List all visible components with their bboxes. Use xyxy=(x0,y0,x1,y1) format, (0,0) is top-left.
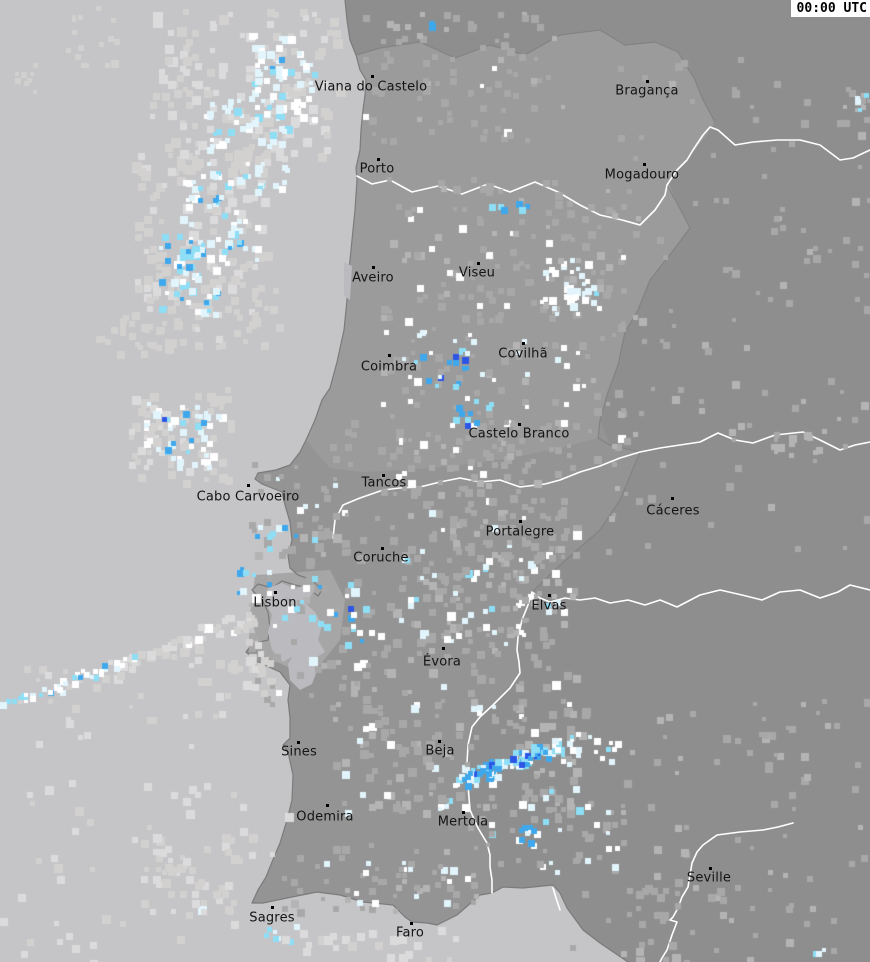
city-label: Cabo Carvoeiro xyxy=(196,489,300,505)
city-label: Viseu xyxy=(458,265,496,281)
city-label: Bragança xyxy=(615,83,679,99)
city-dot-icon xyxy=(442,647,445,650)
city-label: Beja xyxy=(425,743,455,759)
city-dot-icon xyxy=(462,811,465,814)
city-dot-icon xyxy=(388,354,391,357)
city-label: Odemira xyxy=(296,809,354,825)
city-dot-icon xyxy=(519,520,522,523)
city-dot-icon xyxy=(297,741,300,744)
city-label: Aveiro xyxy=(352,270,394,286)
city-label: Évora xyxy=(422,654,462,670)
city-label: Elvas xyxy=(531,598,567,614)
city-dot-icon xyxy=(522,342,525,345)
city-label: Faro xyxy=(395,925,425,941)
city-label: Coruche xyxy=(353,550,409,566)
city-label: Porto xyxy=(359,161,395,177)
timestamp-badge: 00:00 UTC xyxy=(790,0,870,17)
city-dot-icon xyxy=(371,75,374,78)
city-label: Seville xyxy=(686,870,732,886)
city-dot-icon xyxy=(548,594,551,597)
city-label: Coimbra xyxy=(360,359,418,375)
city-label: Mogadouro xyxy=(604,167,680,183)
city-dot-icon xyxy=(377,158,380,161)
city-dot-icon xyxy=(709,867,712,870)
city-dot-icon xyxy=(382,474,385,477)
city-label: Castelo Branco xyxy=(468,426,570,442)
city-dot-icon xyxy=(671,497,674,500)
city-dot-icon xyxy=(372,266,375,269)
city-dot-icon xyxy=(643,163,646,166)
city-label: Tancos xyxy=(361,475,407,491)
city-label: Sines xyxy=(281,744,317,760)
city-dot-icon xyxy=(381,547,384,550)
city-dot-icon xyxy=(326,804,329,807)
city-label: Viana do Castelo xyxy=(314,79,428,95)
city-dot-icon xyxy=(477,262,480,265)
city-label: Cáceres xyxy=(646,503,700,519)
timestamp-text: 00:00 UTC xyxy=(796,1,867,16)
city-dot-icon xyxy=(274,591,277,594)
city-label: Mertola xyxy=(437,814,489,830)
city-label: Portalegre xyxy=(485,524,555,540)
city-dot-icon xyxy=(646,80,649,83)
city-dot-icon xyxy=(438,740,441,743)
city-dot-icon xyxy=(410,922,413,925)
city-label: Sagres xyxy=(249,910,295,926)
city-label: Lisbon xyxy=(253,595,297,611)
city-label: Covilhã xyxy=(498,346,548,362)
city-dot-icon xyxy=(247,484,250,487)
city-dot-icon xyxy=(518,423,521,426)
city-dot-icon xyxy=(271,906,274,909)
